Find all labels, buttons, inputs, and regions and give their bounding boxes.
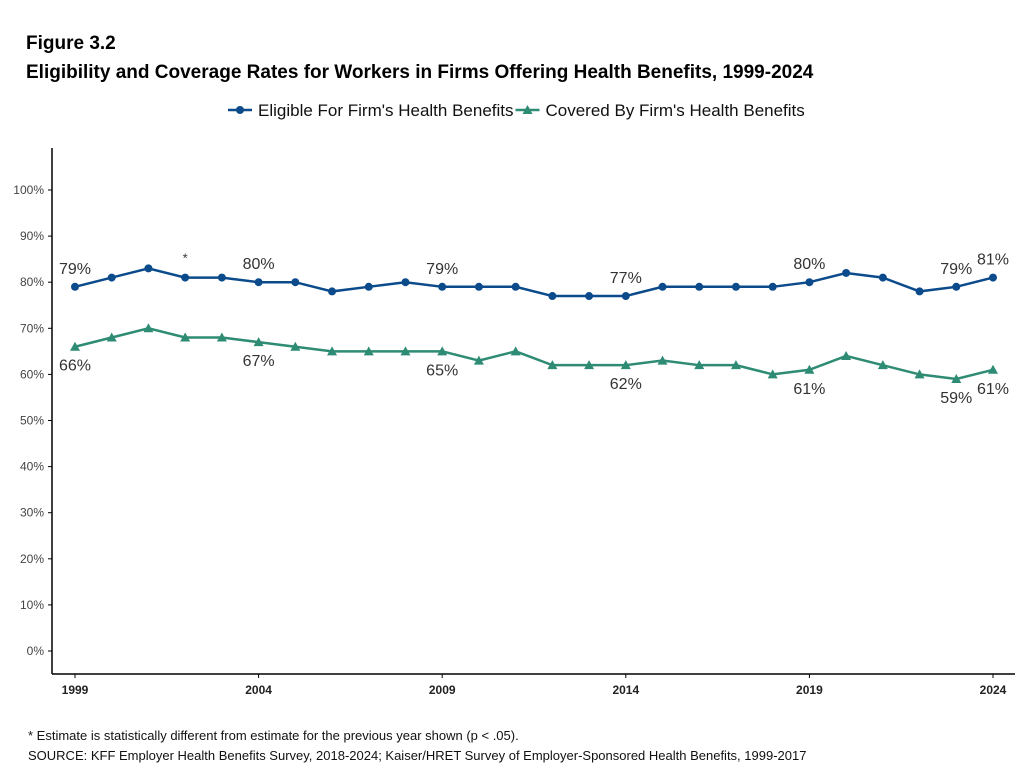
data-point (585, 292, 594, 301)
x-tick-label: 2024 (980, 683, 1007, 697)
data-point (437, 346, 448, 356)
data-point (473, 355, 484, 365)
x-tick-label: 2004 (245, 683, 272, 697)
data-label: 65% (426, 362, 458, 379)
data-label: 61% (793, 381, 825, 398)
data-point (510, 346, 521, 356)
data-point (951, 374, 962, 384)
data-point (290, 341, 301, 351)
data-point (767, 369, 778, 379)
chart-title: Eligibility and Coverage Rates for Worke… (26, 62, 814, 83)
data-point (180, 332, 191, 342)
data-point (914, 369, 925, 379)
y-tick-label: 90% (20, 229, 44, 243)
y-tick-label: 70% (20, 321, 44, 335)
significance-asterisk: * (183, 251, 188, 266)
y-tick-label: 50% (20, 414, 44, 428)
data-point (731, 282, 740, 291)
data-point (253, 337, 264, 347)
data-point (877, 360, 888, 370)
data-point (364, 282, 373, 291)
data-point (695, 282, 704, 291)
data-point (106, 332, 117, 342)
data-point (804, 364, 815, 374)
data-label: 79% (940, 261, 972, 278)
data-label: 67% (243, 353, 275, 370)
data-point (989, 273, 997, 282)
footnote: * Estimate is statistically different fr… (28, 728, 519, 743)
legend-marker (522, 105, 533, 114)
data-label: 81% (977, 252, 1009, 269)
data-point (841, 350, 852, 360)
data-point (400, 346, 411, 356)
data-point (805, 278, 814, 287)
legend-label: Covered By Firm's Health Benefits (546, 101, 805, 120)
y-tick-label: 40% (20, 460, 44, 474)
data-point (438, 282, 447, 291)
data-label: 59% (940, 390, 972, 407)
source: SOURCE: KFF Employer Health Benefits Sur… (28, 748, 807, 763)
data-point (915, 287, 924, 296)
data-point (328, 287, 337, 296)
data-point (730, 360, 741, 370)
data-point (842, 268, 851, 277)
legend-marker (236, 106, 244, 114)
data-point (71, 282, 79, 291)
data-point (363, 346, 374, 356)
data-point (657, 355, 668, 365)
y-tick-label: 60% (20, 367, 44, 381)
data-point (216, 332, 227, 342)
data-point (548, 292, 557, 301)
figure-label: Figure 3.2 (26, 33, 116, 54)
data-label: 62% (610, 376, 642, 393)
data-point (474, 282, 483, 291)
data-point (143, 323, 154, 333)
x-tick-label: 2014 (612, 683, 639, 697)
data-point (181, 273, 190, 282)
data-point (694, 360, 705, 370)
data-point (291, 278, 300, 287)
data-point (254, 278, 263, 287)
x-tick-label: 2009 (429, 683, 456, 697)
data-point (952, 282, 961, 291)
y-tick-label: 30% (20, 506, 44, 520)
y-tick-label: 100% (13, 183, 44, 197)
data-point (584, 360, 595, 370)
data-point (658, 282, 667, 291)
data-point (768, 282, 777, 291)
legend-label: Eligible For Firm's Health Benefits (258, 101, 514, 120)
data-point (144, 264, 153, 273)
y-tick-label: 10% (20, 598, 44, 612)
series-line (74, 327, 994, 381)
data-point (878, 273, 887, 282)
data-point (401, 278, 410, 287)
data-label: 79% (426, 261, 458, 278)
y-tick-label: 20% (20, 552, 44, 566)
y-tick-label: 0% (27, 644, 45, 658)
data-point (621, 292, 630, 301)
data-label: 61% (977, 381, 1009, 398)
data-label: 79% (59, 261, 91, 278)
y-tick-label: 80% (20, 275, 44, 289)
data-point (988, 364, 998, 374)
x-tick-label: 2019 (796, 683, 823, 697)
data-label: 80% (793, 256, 825, 273)
data-label: 77% (610, 270, 642, 287)
data-label: 66% (59, 358, 91, 375)
data-point (107, 273, 116, 282)
data-point (327, 346, 338, 356)
data-point (620, 360, 631, 370)
series-line (74, 267, 994, 298)
data-point (217, 273, 226, 282)
data-point (547, 360, 558, 370)
data-label: 80% (243, 256, 275, 273)
data-point (511, 282, 520, 291)
x-tick-label: 1999 (62, 683, 89, 697)
data-point (70, 341, 80, 351)
